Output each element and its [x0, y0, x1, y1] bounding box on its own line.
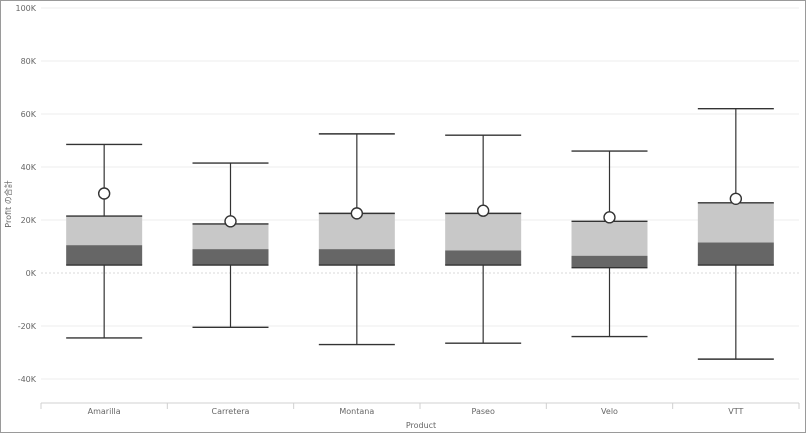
y-tick-label: 40K — [21, 163, 37, 172]
y-tick-label: 20K — [21, 216, 37, 225]
box-paseo — [445, 134, 522, 344]
y-tick-label: 60K — [21, 110, 37, 119]
lower-quartile-box — [571, 255, 648, 268]
x-tick-label: VTT — [728, 407, 743, 416]
mean-marker — [729, 192, 743, 206]
upper-quartile-box — [697, 202, 774, 243]
box-carretera — [192, 162, 269, 329]
lower-quartile-box — [318, 249, 395, 266]
mean-marker — [97, 187, 111, 200]
box-vtt — [697, 107, 774, 360]
x-tick-label: Montana — [339, 407, 374, 416]
upper-quartile-box — [192, 223, 269, 250]
x-tick-label: Velo — [601, 407, 618, 416]
plot-area — [66, 107, 774, 360]
y-tick-label: -20K — [18, 322, 37, 331]
lower-quartile-box — [697, 242, 774, 266]
mean-marker — [476, 204, 490, 217]
box-montana — [318, 133, 395, 346]
y-axis: -40K -20K 0K 20K 40K 60K 80K 100K — [15, 4, 36, 384]
lower-quartile-box — [66, 245, 143, 266]
y-tick-label: 100K — [15, 4, 36, 13]
upper-quartile-box — [66, 216, 143, 246]
mean-marker — [603, 211, 616, 224]
mean-marker — [224, 215, 237, 228]
x-tick-label: Amarilla — [88, 407, 121, 416]
lower-quartile-box — [192, 249, 269, 266]
grid-layer — [41, 7, 799, 380]
upper-quartile-box — [571, 221, 648, 256]
x-tick-label: Paseo — [471, 407, 494, 416]
box-amarilla — [66, 143, 143, 339]
y-tick-label: 80K — [21, 57, 37, 66]
x-axis-title: Product — [406, 421, 436, 430]
x-axis: Amarilla Carretera Montana Paseo Velo VTT — [40, 402, 800, 416]
lower-quartile-box — [445, 250, 522, 266]
x-tick-label: Carretera — [212, 407, 250, 416]
y-tick-label: -40K — [18, 375, 37, 384]
y-axis-title: Profit の合計 — [3, 180, 13, 227]
mean-marker — [350, 207, 364, 220]
box-velo — [571, 150, 648, 338]
upper-quartile-box — [445, 213, 522, 251]
y-tick-label: 0K — [26, 269, 37, 278]
